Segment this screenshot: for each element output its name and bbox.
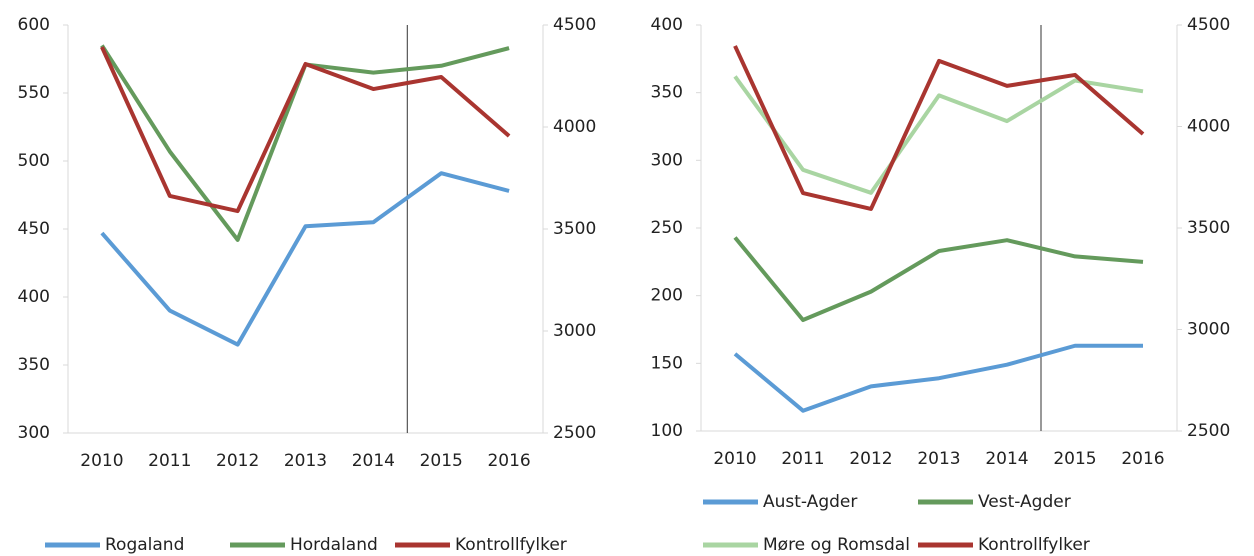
y-tick-label: 350: [651, 83, 683, 103]
y-tick-label: 550: [18, 83, 50, 103]
legend-label: Møre og Romsdal: [763, 535, 910, 555]
y2-tick-label: 4500: [1187, 15, 1230, 35]
y2-tick-label: 3000: [553, 321, 596, 341]
legend-label: Aust-Agder: [763, 492, 857, 512]
x-tick-label: 2010: [80, 451, 123, 471]
y2-tick-label: 3000: [1187, 320, 1230, 340]
y-tick-label: 500: [18, 151, 50, 171]
y-tick-label: 250: [651, 218, 683, 238]
x-tick-label: 2013: [917, 449, 960, 469]
series-line: [100, 46, 511, 214]
y-tick-label: 300: [18, 423, 50, 443]
x-tick-label: 2014: [985, 449, 1028, 469]
y-tick-label: 600: [18, 15, 50, 35]
x-tick-label: 2012: [216, 451, 259, 471]
x-tick-label: 2011: [781, 449, 824, 469]
series-line: [100, 171, 510, 347]
x-tick-label: 2014: [352, 451, 395, 471]
legend-label: Kontrollfylker: [978, 535, 1090, 555]
x-tick-label: 2016: [487, 451, 530, 471]
y-tick-label: 350: [18, 355, 50, 375]
x-tick-label: 2012: [849, 449, 892, 469]
y-tick-label: 150: [651, 353, 683, 373]
x-tick-label: 2015: [1053, 449, 1096, 469]
series-line: [733, 343, 1143, 413]
legend-label: Hordaland: [290, 535, 378, 555]
x-tick-label: 2016: [1121, 449, 1164, 469]
x-tick-label: 2011: [148, 451, 191, 471]
series-line: [100, 44, 510, 242]
x-tick-label: 2013: [284, 451, 327, 471]
series-line: [733, 75, 1144, 195]
y-tick-label: 200: [651, 286, 683, 306]
y2-tick-label: 4000: [1187, 117, 1230, 137]
y-tick-label: 400: [18, 287, 50, 307]
y2-tick-label: 4500: [553, 15, 596, 35]
legend-label: Vest-Agder: [978, 492, 1071, 512]
legend-label: Rogaland: [105, 535, 184, 555]
x-tick-label: 2015: [420, 451, 463, 471]
y-tick-label: 400: [651, 15, 683, 35]
y2-tick-label: 3500: [1187, 218, 1230, 238]
y-tick-label: 100: [651, 421, 683, 441]
legend-label: Kontrollfylker: [455, 535, 567, 555]
y2-tick-label: 3500: [553, 219, 596, 239]
y2-tick-label: 4000: [553, 117, 596, 137]
y-tick-label: 300: [651, 150, 683, 170]
y-tick-label: 450: [18, 219, 50, 239]
x-tick-label: 2010: [713, 449, 756, 469]
y2-tick-label: 2500: [1187, 421, 1230, 441]
series-line: [733, 45, 1145, 211]
y2-tick-label: 2500: [553, 423, 596, 443]
series-line: [733, 236, 1144, 323]
